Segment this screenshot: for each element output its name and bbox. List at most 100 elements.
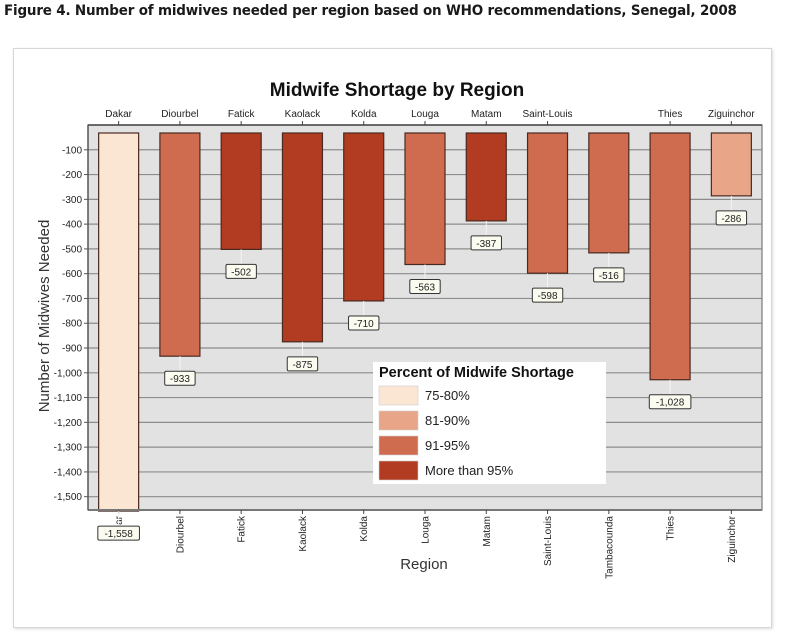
bar-saint-louis [526, 132, 569, 274]
x-tick-label-top: Kaolack [285, 109, 322, 120]
x-tick-label-bottom: Diourbel [175, 516, 186, 553]
y-tick-label: -900 [62, 344, 82, 355]
data-label-value: -387 [476, 239, 496, 250]
bar-dakar [98, 132, 140, 512]
data-label-box [648, 394, 692, 410]
data-label-value: -1,558 [104, 529, 133, 540]
legend-swatch [378, 435, 419, 456]
data-label-box [286, 356, 319, 372]
y-tick-label: -1,000 [54, 368, 83, 379]
data-label-value: -516 [599, 271, 619, 282]
data-label-value: -286 [721, 214, 741, 225]
legend-swatch [378, 410, 419, 431]
data-label: -1,558 [97, 511, 140, 541]
x-tick-label-top: Dakar [105, 109, 132, 120]
legend-entry: 75-80% [378, 385, 470, 406]
data-label: -875 [286, 341, 319, 372]
figure-caption: Figure 4. Number of midwives needed per … [4, 3, 737, 19]
y-tick-label: -1,100 [54, 393, 83, 404]
data-label-box [348, 315, 380, 331]
data-label-box [531, 287, 564, 303]
data-label-box [470, 235, 502, 251]
y-tick-label: -600 [62, 269, 82, 280]
x-tick-label-bottom: Kaolack [298, 515, 309, 552]
x-tick-label-bottom: Tambacounda [604, 516, 615, 579]
data-label-value: -598 [538, 291, 558, 302]
data-label-box [715, 210, 748, 226]
data-labels: -1,558 -933 -502 -875 -710 -563 -387 -598 -516 -1… [97, 195, 748, 541]
y-ticks: -100 -200 -300 -400 -500 -600 -700 -800 -900 -1,0… [54, 145, 88, 503]
legend-label: 91-95% [425, 438, 470, 453]
data-label-box [97, 525, 140, 541]
legend: Percent of Midwife Shortage 75-80% 81-90%… [373, 362, 606, 484]
bar-diourbel [159, 132, 201, 357]
x-tick-label-bottom: Ziguinchor [727, 515, 738, 562]
x-tick-label-top: Matam [471, 109, 502, 120]
x-ticks-top: Dakar Diourbel Fatick Kaolack Kolda Louga Mata… [105, 109, 755, 125]
x-tick-label-bottom: Fatick [237, 515, 248, 543]
y-tick-label: -1,300 [54, 443, 83, 454]
data-label: -933 [164, 356, 196, 386]
bar-fatick [220, 132, 262, 250]
y-tick-label: -300 [62, 195, 82, 206]
data-label-box [409, 279, 441, 295]
x-axis-title: Region [400, 556, 448, 573]
bar-ziguinchor [710, 132, 752, 197]
legend-label: More than 95% [425, 463, 514, 478]
x-tick-label-bottom: Thies [666, 516, 677, 540]
x-tick-label-bottom: ar [114, 515, 125, 525]
y-tick-label: -1,200 [54, 418, 83, 429]
legend-entry: 81-90% [378, 410, 470, 431]
data-label: -502 [225, 249, 257, 279]
x-tick-label-top: Louga [411, 109, 439, 120]
y-tick-label: -700 [62, 294, 82, 305]
x-tick-label-top: Ziguinchor [708, 109, 755, 120]
data-label: -286 [715, 195, 748, 226]
data-label-box [164, 370, 196, 386]
y-tick-label: -200 [62, 170, 82, 181]
data-label-value: -1,028 [656, 398, 685, 409]
y-tick-label: -1,500 [54, 492, 83, 503]
legend-label: 75-80% [425, 388, 470, 403]
bar-tambacounda [588, 132, 630, 254]
x-tick-label-top: Fatick [228, 109, 256, 120]
bar-kaolack [281, 132, 324, 343]
y-axis-title: Number of Midwives Needed [36, 220, 53, 413]
y-tick-label: -100 [62, 145, 82, 156]
x-tick-label-bottom: Saint-Louis [543, 516, 554, 566]
y-tick-label: -400 [62, 220, 82, 231]
x-tick-label-top: Thies [658, 109, 682, 120]
x-tick-label-bottom: Kolda [359, 516, 370, 542]
legend-swatch [378, 460, 419, 481]
data-label-box [225, 263, 257, 279]
legend-swatch [378, 385, 419, 406]
bar-thies [649, 132, 691, 381]
legend-entry: More than 95% [378, 460, 514, 481]
legend-label: 81-90% [425, 413, 470, 428]
data-label-value: -933 [170, 374, 190, 385]
data-label-value: -563 [415, 283, 435, 294]
data-label-box [593, 267, 625, 283]
bar-kolda [343, 132, 385, 302]
x-ticks-bottom: ar Diourbel Fatick Kaolack Kolda Louga Matam Sa… [114, 510, 738, 579]
data-label: -563 [409, 264, 441, 295]
bar-louga [404, 132, 446, 266]
bars [98, 132, 752, 512]
x-tick-label-top: Saint-Louis [523, 109, 573, 120]
data-label: -516 [593, 252, 625, 283]
legend-entry: 91-95% [378, 435, 470, 456]
data-label: -1,028 [648, 379, 692, 410]
data-label-value: -875 [292, 360, 312, 371]
y-tick-label: -1,400 [54, 467, 83, 478]
data-label: -387 [470, 220, 502, 251]
data-label-value: -502 [231, 267, 251, 278]
data-label-value: -710 [354, 319, 374, 330]
bar-matam [465, 132, 507, 222]
x-tick-label-top: Kolda [351, 109, 377, 120]
data-label: -710 [348, 300, 380, 331]
x-tick-label-top: Diourbel [161, 109, 198, 120]
y-tick-label: -800 [62, 319, 82, 330]
chart-title: Midwife Shortage by Region [270, 80, 524, 101]
legend-title: Percent of Midwife Shortage [379, 365, 574, 381]
